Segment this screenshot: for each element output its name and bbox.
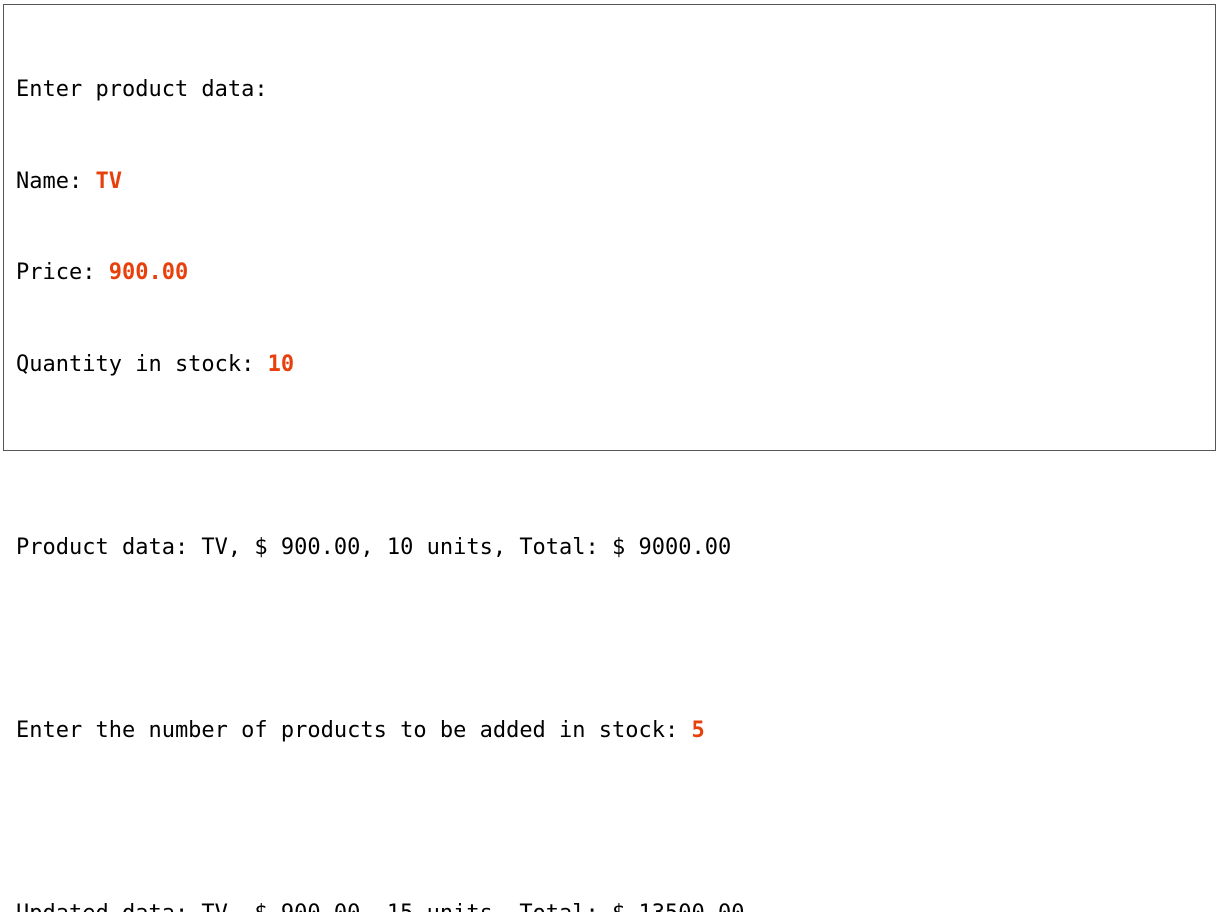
user-input-value: 900.00: [109, 260, 188, 285]
console-text: Enter the number of products to be added…: [16, 718, 692, 743]
user-input-value: 10: [268, 352, 295, 377]
console-line: Enter the number of products to be added…: [16, 716, 758, 747]
console-text: Name:: [16, 169, 95, 194]
console-window: Enter product data: Name: TV Price: 900.…: [3, 4, 1216, 451]
console-text: Quantity in stock:: [16, 352, 268, 377]
user-input-value: TV: [95, 169, 122, 194]
console-line: [16, 807, 758, 838]
console-output: Enter product data: Name: TV Price: 900.…: [16, 14, 758, 912]
user-input-value: 5: [692, 718, 705, 743]
console-text: Price:: [16, 260, 109, 285]
console-line: Product data: TV, $ 900.00, 10 units, To…: [16, 533, 758, 564]
console-line: Price: 900.00: [16, 258, 758, 289]
console-line: [16, 624, 758, 655]
console-text: Product data: TV, $ 900.00, 10 units, To…: [16, 535, 731, 560]
console-line: Updated data: TV, $ 900.00, 15 units, To…: [16, 899, 758, 912]
console-line: Name: TV: [16, 167, 758, 198]
console-line: Enter product data:: [16, 75, 758, 106]
console-line: Quantity in stock: 10: [16, 350, 758, 381]
console-text: Enter product data:: [16, 77, 268, 102]
console-line: [16, 441, 758, 472]
console-text: Updated data: TV, $ 900.00, 15 units, To…: [16, 901, 744, 912]
